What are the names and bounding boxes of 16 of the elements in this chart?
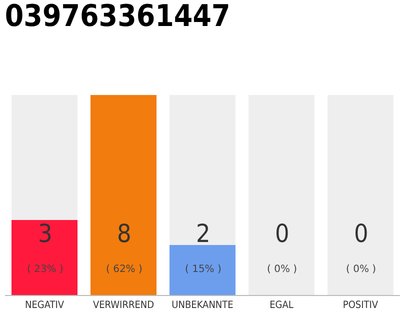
x-tick-label: VERWIRREND	[92, 300, 154, 311]
annotation: ( 23% )	[27, 264, 64, 275]
annotation: ( 0% )	[267, 264, 298, 275]
data-label: 2	[196, 219, 210, 248]
x-tick-label: UNBEKANNTE	[172, 300, 234, 311]
data-label: 3	[38, 219, 52, 248]
annotation: 0	[275, 219, 290, 248]
x-tick-label: POSITIV	[342, 300, 379, 311]
x-tick-label: NEGATIV	[24, 300, 65, 311]
x-tick-label: EGAL	[270, 300, 294, 311]
data-label: 8	[117, 219, 132, 248]
annotation: ( 62% )	[106, 264, 142, 275]
annotation: 0	[354, 219, 368, 248]
annotation: ( 0% )	[346, 264, 376, 275]
chart-title: 039763361447	[4, 0, 230, 34]
annotation: ( 15% )	[185, 264, 222, 275]
